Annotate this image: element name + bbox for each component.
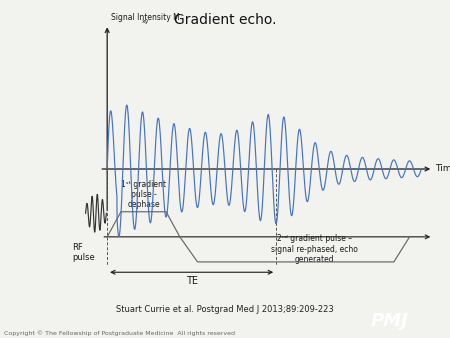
Text: xy: xy	[142, 19, 149, 24]
Text: TE: TE	[185, 276, 198, 286]
Text: Signal Intensity M: Signal Intensity M	[111, 13, 180, 22]
Text: Gradient echo.: Gradient echo.	[174, 13, 276, 27]
Text: Copyright © The Fellowship of Postgraduate Medicine  All rights reserved: Copyright © The Fellowship of Postgradua…	[4, 331, 235, 336]
Text: 2ⁿᵈ gradient pulse –
signal re-phased, echo
generated: 2ⁿᵈ gradient pulse – signal re-phased, e…	[271, 235, 358, 264]
Text: 1ˢᵗ gradient
pulse -
dephase: 1ˢᵗ gradient pulse - dephase	[121, 179, 166, 210]
Text: PMJ: PMJ	[370, 312, 408, 330]
Text: Time: Time	[435, 165, 450, 173]
Text: RF
pulse: RF pulse	[72, 243, 94, 262]
Text: Stuart Currie et al. Postgrad Med J 2013;89:209-223: Stuart Currie et al. Postgrad Med J 2013…	[116, 305, 334, 314]
